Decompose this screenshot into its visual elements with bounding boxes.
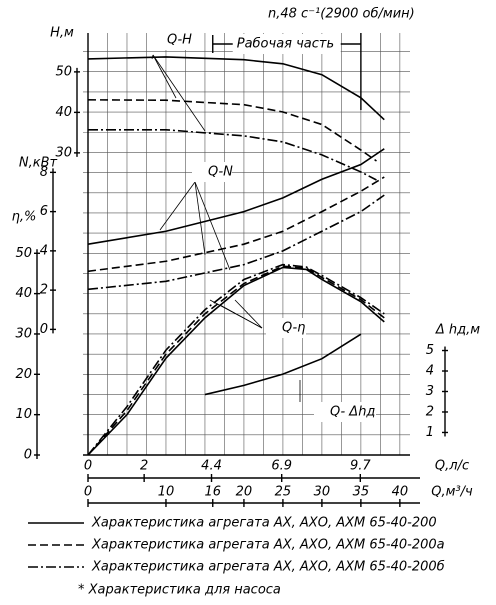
y-axis-label: N,кВт — [19, 156, 58, 171]
leader — [194, 181, 231, 271]
y-axis-label: Δ hд,м — [435, 323, 480, 338]
x-tick-label: 0 — [84, 485, 92, 500]
y-tick-label: 30 — [55, 145, 72, 160]
curve — [88, 128, 377, 181]
curve — [87, 265, 385, 456]
x2-tick-label: 9.7 — [350, 459, 371, 474]
x-tick-label: 40 — [392, 485, 409, 500]
working-range-label: Рабочая часть — [237, 37, 334, 52]
x-tick-label: 16 — [204, 485, 221, 500]
curve — [87, 194, 385, 291]
y-tick-label: 0 — [24, 448, 32, 463]
leader — [152, 54, 177, 99]
y-tick-label: 3 — [426, 384, 434, 399]
annotation: Q-H — [167, 33, 192, 48]
curve — [87, 148, 385, 245]
x-axis-label: Q,м³/ч — [431, 485, 473, 500]
legend-note: * Характеристика для насоса — [78, 583, 281, 598]
x-tick-label: 20 — [236, 485, 253, 500]
leader — [152, 54, 206, 132]
y-tick-label: 20 — [15, 367, 32, 382]
curve — [87, 176, 385, 273]
annotation-box — [151, 30, 191, 50]
x-tick-label: 10 — [158, 485, 175, 500]
annotation: Q-η — [282, 321, 305, 336]
curve — [87, 99, 377, 162]
y-tick-label: 6 — [40, 204, 48, 219]
x2-tick-label: 6.9 — [271, 459, 292, 474]
x2-tick-label: 4.4 — [201, 459, 222, 474]
x-tick-label: 35 — [353, 485, 370, 500]
y-axis-label: H,м — [50, 26, 74, 41]
y-tick-label: 40 — [55, 105, 72, 120]
y-tick-label: 50 — [55, 64, 72, 79]
x2-tick-label: 2 — [140, 459, 148, 474]
y-axis-label: η,% — [12, 210, 37, 225]
annotation-box — [266, 318, 306, 338]
annotation-box — [314, 402, 376, 422]
y-tick-label: 4 — [40, 243, 48, 258]
working-range-box — [232, 34, 341, 54]
curve — [87, 56, 385, 121]
y-tick-label: 30 — [15, 326, 32, 341]
curve — [204, 333, 362, 396]
y-tick-label: 50 — [15, 246, 32, 261]
leader — [219, 304, 263, 329]
y-tick-label: 40 — [15, 286, 32, 301]
y-tick-label: 1 — [426, 425, 434, 440]
curve — [87, 263, 385, 456]
legend-label: Характеристика агрегата АХ, АХО, АХМ 65-… — [91, 560, 445, 575]
annotation-box — [192, 162, 232, 182]
y-tick-label: 2 — [40, 283, 48, 298]
x2-tick-label: 0 — [84, 459, 92, 474]
annotation: Q-N — [208, 165, 233, 180]
annotation: Q- Δhд — [330, 405, 375, 420]
y-tick-label: 5 — [426, 343, 434, 358]
y-tick-label: 0 — [40, 322, 48, 337]
leader — [151, 54, 154, 60]
y-tick-label: 10 — [15, 407, 32, 422]
legend-label: Характеристика агрегата АХ, АХО, АХМ 65-… — [91, 516, 437, 531]
legend-label: Характеристика агрегата АХ, АХО, АХМ 65-… — [91, 538, 445, 553]
y-tick-label: 2 — [426, 404, 434, 419]
chart-title: n,48 с⁻¹(2900 об/мин) — [268, 7, 415, 22]
leader — [159, 181, 196, 231]
leader — [194, 181, 206, 256]
leader — [234, 299, 263, 329]
curve — [87, 266, 385, 456]
x-tick-label: 25 — [275, 485, 292, 500]
y-tick-label: 8 — [40, 165, 48, 180]
x2-axis-label: Q,л/с — [435, 459, 469, 474]
x-tick-label: 30 — [314, 485, 331, 500]
y-tick-label: 4 — [426, 364, 434, 379]
